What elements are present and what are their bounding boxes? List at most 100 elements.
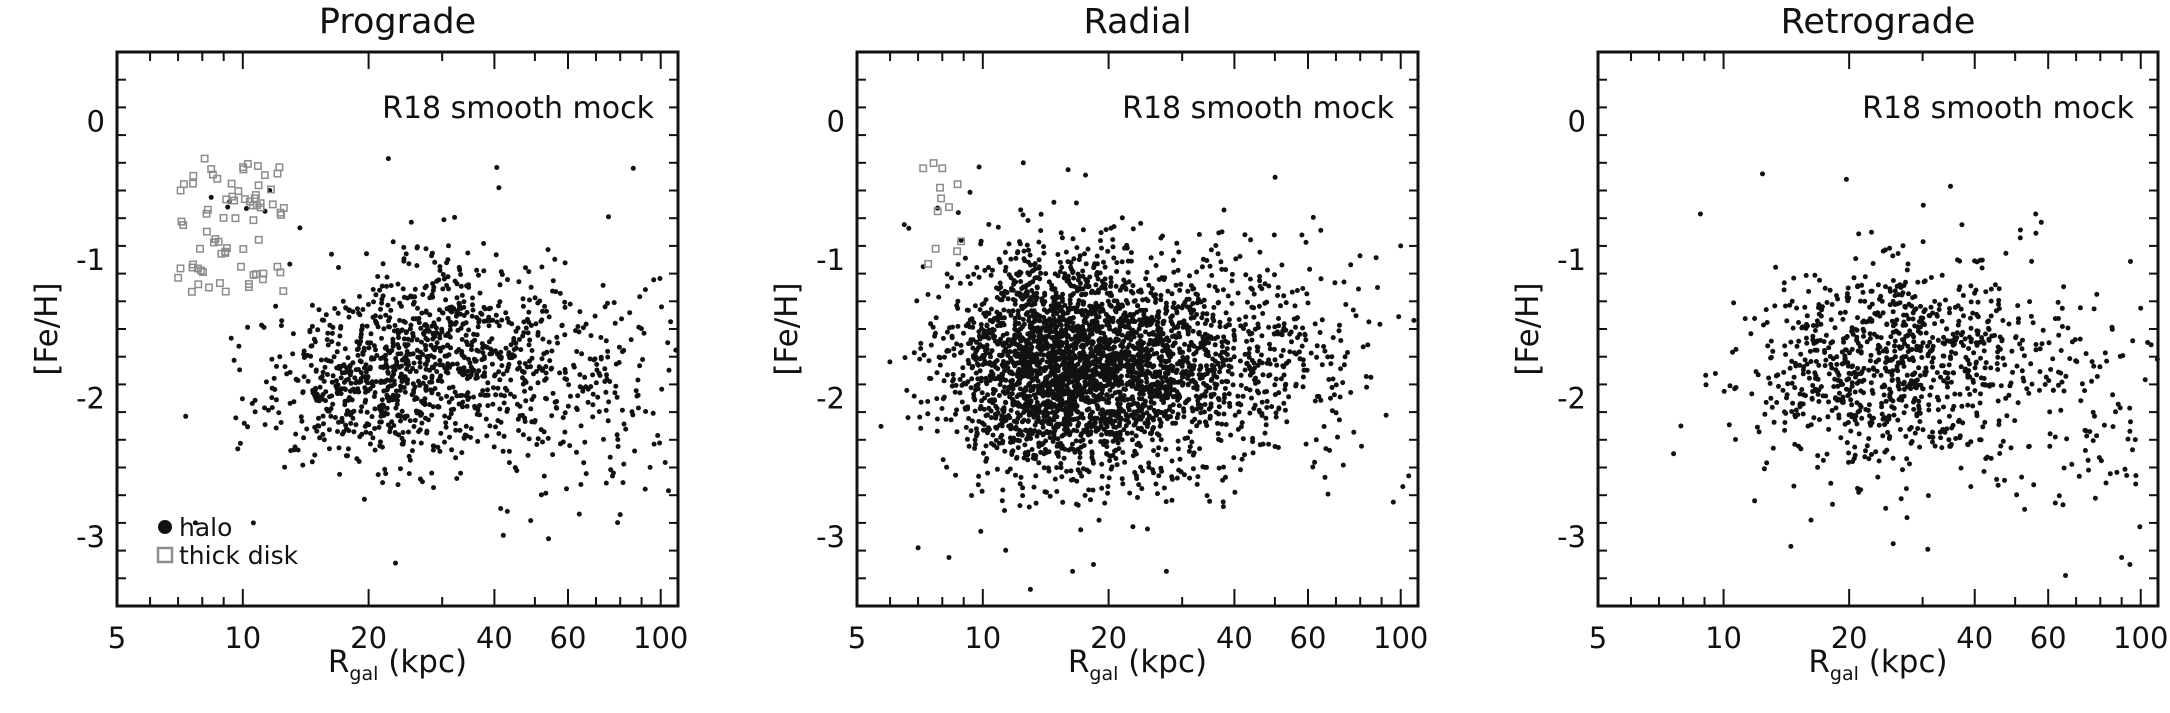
halo-point xyxy=(1082,251,1087,257)
halo-point xyxy=(1102,264,1108,270)
halo-point xyxy=(365,388,371,394)
halo-point xyxy=(575,393,581,399)
halo-point xyxy=(435,444,441,450)
halo-point xyxy=(310,387,316,393)
halo-point xyxy=(370,314,376,320)
halo-point xyxy=(576,511,582,517)
halo-point xyxy=(636,324,642,330)
halo-point xyxy=(1161,365,1166,371)
halo-point xyxy=(928,376,934,382)
halo-point xyxy=(1190,466,1196,472)
halo-point xyxy=(1281,321,1287,327)
halo-point xyxy=(472,403,478,409)
halo-point xyxy=(369,414,375,420)
halo-point xyxy=(435,378,441,384)
halo-point xyxy=(1104,439,1110,445)
halo-point xyxy=(432,347,438,353)
halo-point xyxy=(1149,286,1155,292)
halo-point xyxy=(1221,395,1227,401)
halo-point xyxy=(395,398,400,403)
halo-point xyxy=(1111,255,1117,261)
halo-point xyxy=(335,310,341,316)
halo-point xyxy=(1085,367,1091,373)
halo-point xyxy=(1105,484,1111,489)
halo-point xyxy=(1114,269,1120,274)
halo-point xyxy=(997,259,1003,265)
halo-point xyxy=(997,376,1003,382)
halo-point xyxy=(1129,430,1135,436)
halo-point xyxy=(1026,504,1032,510)
halo-point xyxy=(1104,422,1110,427)
halo-point xyxy=(887,359,893,365)
halo-point xyxy=(1073,438,1079,444)
halo-point xyxy=(487,318,493,324)
halo-point xyxy=(1060,309,1066,315)
halo-point xyxy=(1098,336,1103,342)
halo-point xyxy=(355,352,361,358)
halo-point xyxy=(1338,366,1344,372)
halo-point xyxy=(441,217,447,223)
halo-point xyxy=(562,370,568,375)
halo-point xyxy=(370,435,376,441)
halo-point xyxy=(1168,363,1174,369)
halo-point xyxy=(1003,264,1009,270)
halo-point xyxy=(325,372,330,377)
halo-point xyxy=(605,354,611,360)
halo-point xyxy=(1040,393,1046,399)
halo-point xyxy=(1001,307,1007,313)
halo-point xyxy=(1146,460,1152,466)
halo-point xyxy=(1117,324,1123,330)
halo-point xyxy=(428,342,434,348)
halo-point xyxy=(1257,249,1263,255)
halo-point xyxy=(560,439,566,445)
halo-point xyxy=(379,335,384,341)
halo-point xyxy=(384,405,390,411)
halo-point xyxy=(455,327,461,333)
halo-point xyxy=(478,392,484,398)
halo-point xyxy=(1319,317,1325,323)
halo-point xyxy=(1144,352,1150,358)
halo-point xyxy=(1208,247,1214,253)
halo-point xyxy=(352,375,358,381)
halo-point xyxy=(659,386,665,392)
halo-point xyxy=(1031,376,1037,382)
halo-point xyxy=(414,410,420,416)
thick-disk-point xyxy=(919,164,928,173)
halo-point xyxy=(952,389,958,395)
halo-point xyxy=(325,408,331,414)
thick-disk-point xyxy=(249,270,258,279)
halo-point xyxy=(1229,278,1235,284)
halo-point xyxy=(373,318,378,324)
halo-point xyxy=(471,331,477,337)
halo-point xyxy=(1159,384,1165,390)
halo-point xyxy=(637,363,643,369)
x-axis-label: Rgal (kpc) xyxy=(1068,644,1207,685)
halo-point xyxy=(1047,343,1053,349)
halo-point xyxy=(1057,321,1063,327)
halo-point xyxy=(613,383,619,389)
halo-point xyxy=(957,390,963,396)
halo-point xyxy=(562,304,568,310)
halo-point xyxy=(366,345,372,351)
halo-point xyxy=(972,441,978,447)
halo-point xyxy=(1235,393,1241,399)
legend-label-halo: halo xyxy=(179,513,232,542)
halo-point xyxy=(287,400,293,406)
halo-point xyxy=(1207,367,1213,373)
halo-point xyxy=(475,324,481,330)
halo-point xyxy=(1246,346,1252,352)
halo-point xyxy=(319,374,325,380)
halo-point xyxy=(1176,403,1182,409)
halo-point xyxy=(1411,317,1417,323)
halo-point xyxy=(380,365,386,371)
halo-point xyxy=(1018,392,1024,398)
halo-point xyxy=(290,331,296,337)
halo-point xyxy=(228,335,234,341)
halo-point xyxy=(1128,288,1134,294)
halo-point xyxy=(925,411,931,417)
halo-point xyxy=(533,369,539,374)
halo-point xyxy=(430,447,436,453)
halo-point xyxy=(1099,396,1105,402)
halo-point xyxy=(657,440,663,446)
